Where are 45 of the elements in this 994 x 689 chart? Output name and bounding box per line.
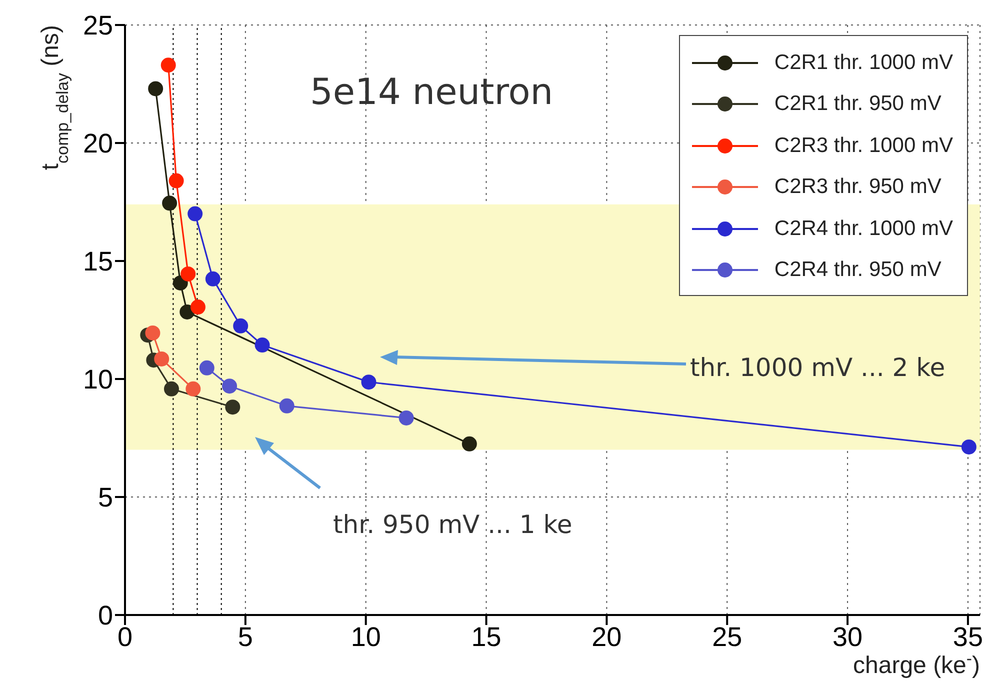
legend-label: C2R1 thr. 1000 mV bbox=[774, 50, 953, 75]
annotation: 5e14 neutron bbox=[310, 72, 554, 113]
point bbox=[225, 400, 240, 415]
point bbox=[254, 338, 270, 353]
legend-label: C2R3 thr. 1000 mV bbox=[774, 134, 953, 158]
y-tick-label: 20 bbox=[82, 128, 113, 159]
legend-label: C2R4 thr. 1000 mV bbox=[774, 216, 953, 241]
point bbox=[148, 81, 164, 96]
legend-label: C2R3 thr. 950 mV bbox=[774, 175, 942, 200]
point bbox=[164, 381, 179, 396]
point bbox=[180, 304, 195, 320]
point bbox=[961, 439, 976, 454]
legend-label: C2R4 thr. 950 mV bbox=[774, 258, 942, 282]
point bbox=[233, 318, 248, 334]
x-tick-label: 20 bbox=[592, 622, 622, 652]
x-tick-label: 5 bbox=[238, 622, 253, 652]
annotation: thr. 1000 mV ... 2 ke bbox=[690, 353, 946, 382]
y-tick-label: 5 bbox=[98, 482, 113, 513]
point bbox=[168, 173, 184, 188]
point bbox=[398, 410, 414, 426]
x-tick-label: 25 bbox=[712, 622, 742, 652]
y-tick-label: 15 bbox=[82, 246, 113, 277]
point bbox=[154, 351, 170, 366]
point bbox=[188, 206, 203, 222]
point bbox=[160, 58, 176, 73]
point bbox=[145, 325, 160, 340]
point bbox=[205, 271, 220, 286]
legend-label: C2R1 thr. 950 mV bbox=[774, 92, 942, 116]
point bbox=[180, 266, 196, 282]
x-tick-label: 0 bbox=[117, 622, 133, 652]
x-tick-label: 15 bbox=[471, 622, 502, 652]
y-tick-label: 10 bbox=[82, 364, 113, 395]
point bbox=[162, 196, 178, 211]
x-tick-label: 10 bbox=[350, 622, 381, 652]
point bbox=[186, 381, 201, 396]
point bbox=[462, 436, 477, 452]
point bbox=[172, 275, 188, 290]
annotation: thr. 950 mV ... 1 ke bbox=[333, 510, 572, 539]
point bbox=[199, 360, 214, 376]
point bbox=[222, 378, 238, 394]
y-tick-label: 0 bbox=[98, 600, 113, 631]
point bbox=[190, 300, 206, 315]
point bbox=[279, 398, 294, 414]
y-tick-label: 25 bbox=[82, 10, 113, 41]
point bbox=[361, 374, 376, 390]
